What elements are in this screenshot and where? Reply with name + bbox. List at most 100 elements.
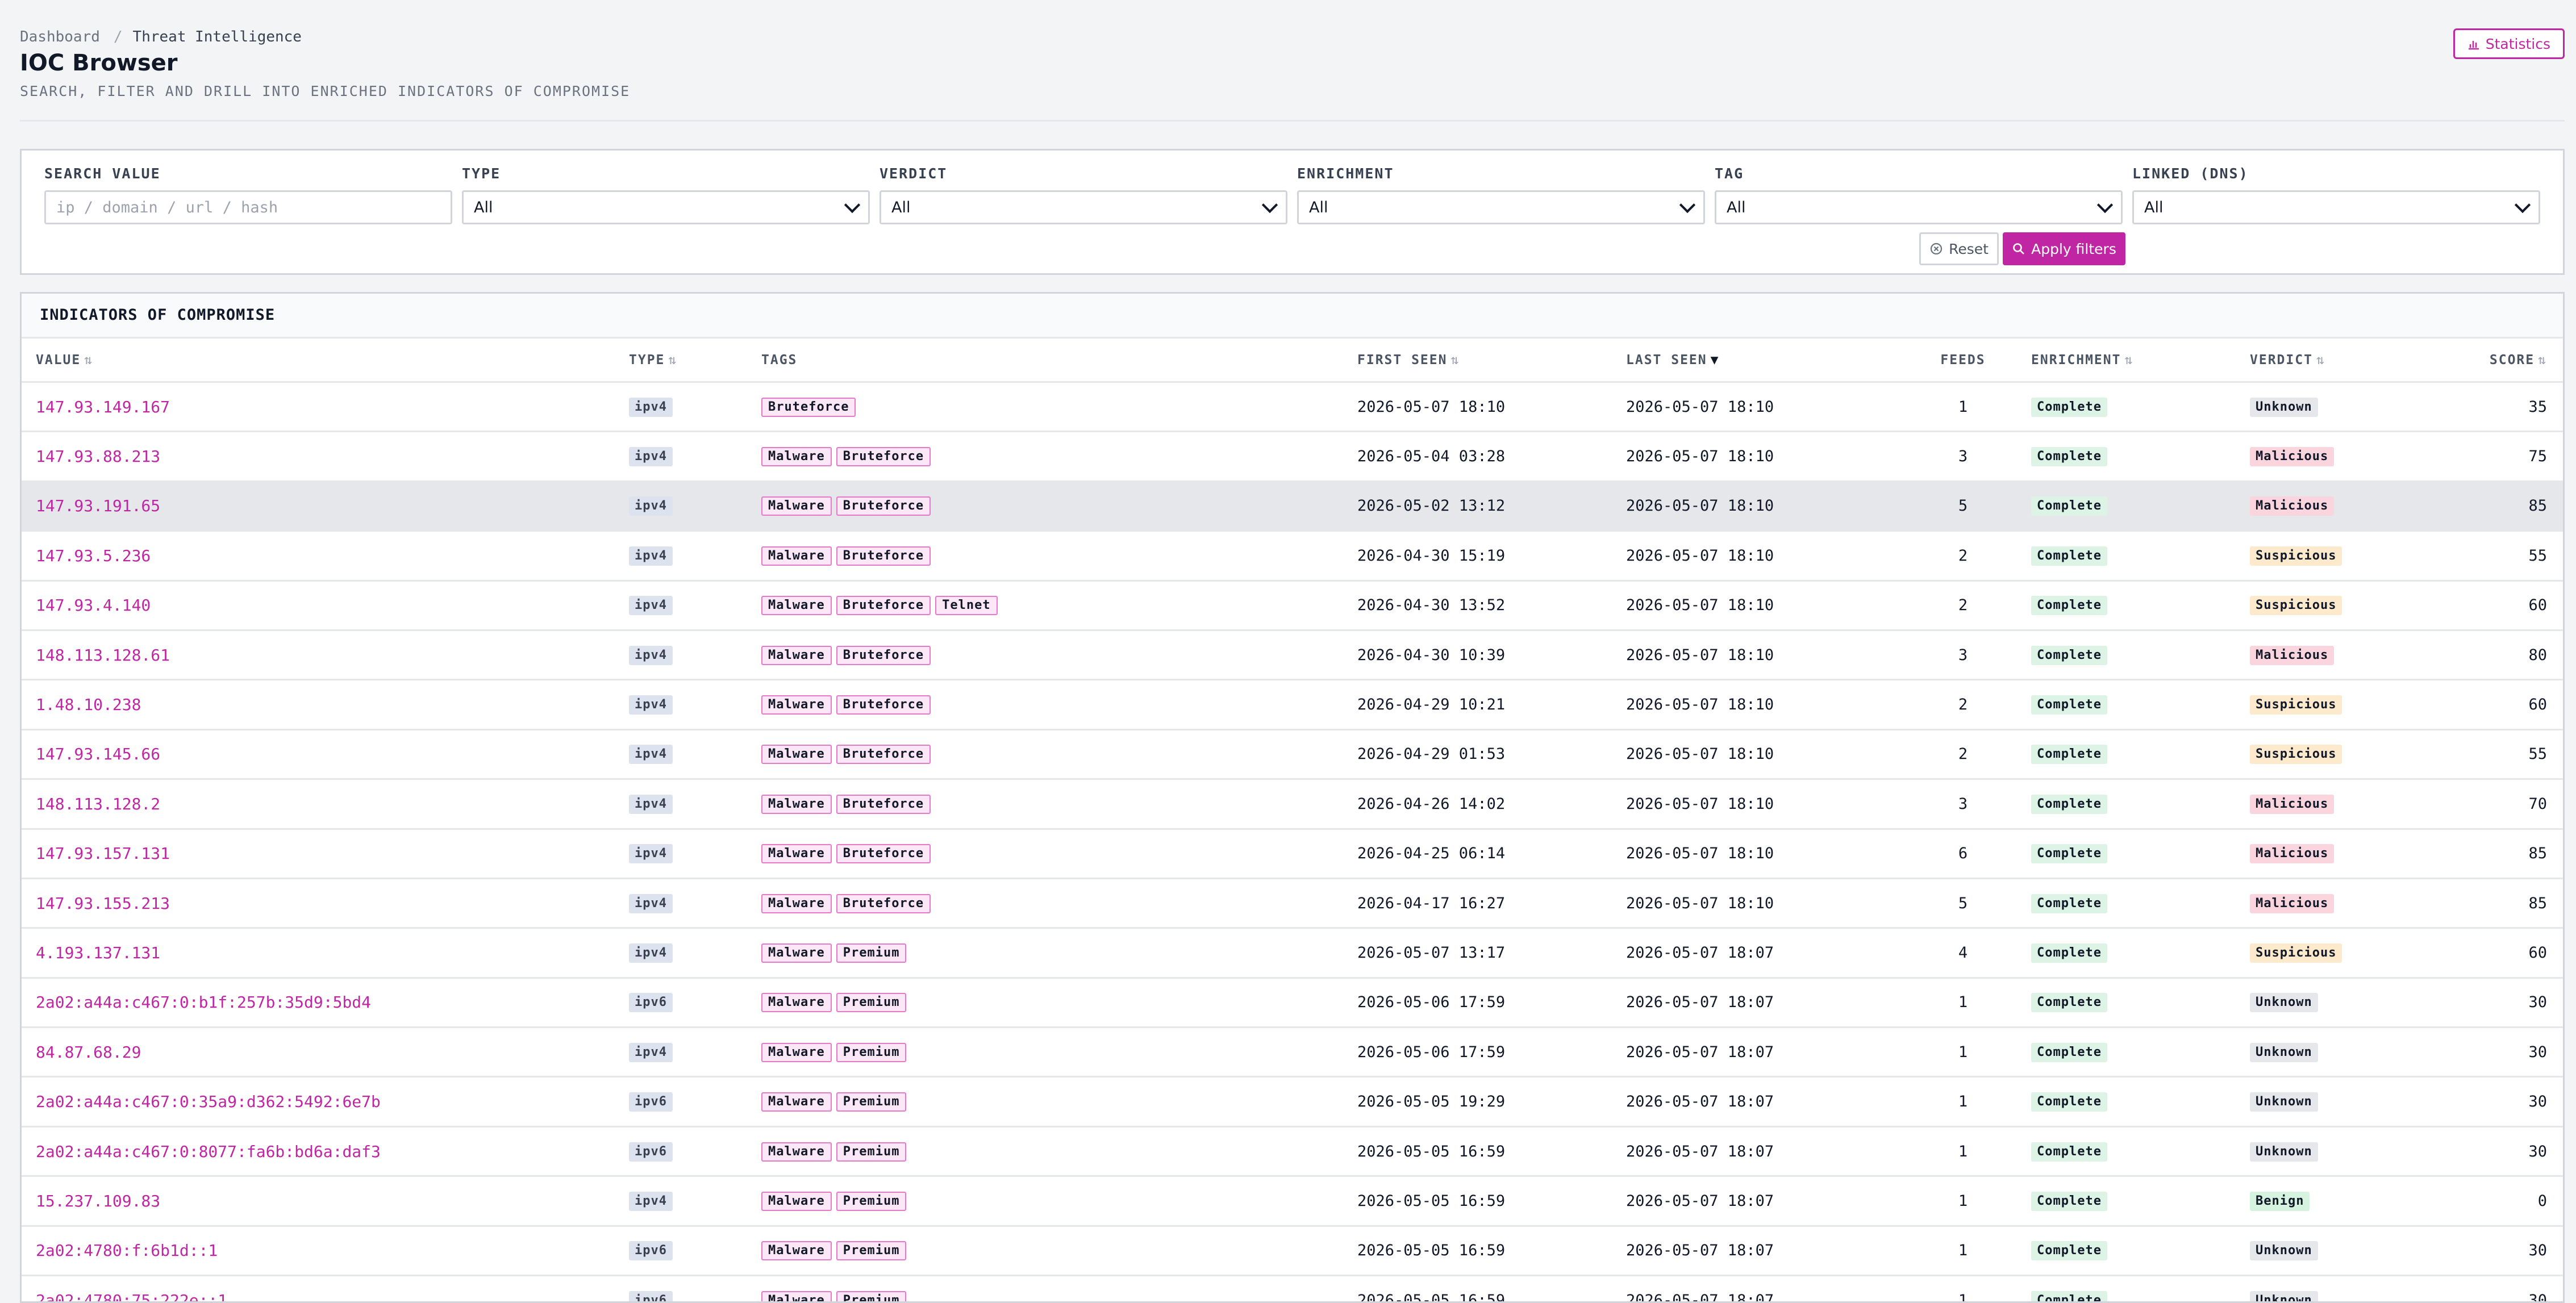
ioc-value-link[interactable]: 2a02:4780:f:6b1d::1	[36, 1241, 218, 1260]
tag-badge[interactable]: Bruteforce	[761, 398, 856, 417]
statistics-button[interactable]: Statistics	[2453, 28, 2565, 59]
ioc-value-link[interactable]: 148.113.128.61	[36, 646, 170, 665]
cell-verdict: Malicious	[2250, 779, 2460, 829]
cell-first-seen: 2026-04-29 01:53	[1357, 729, 1626, 779]
tag-badge[interactable]: Bruteforce	[836, 447, 931, 466]
tag-select[interactable]: All	[1715, 190, 2123, 224]
column-header-verdict[interactable]: VERDICT⇅	[2250, 339, 2460, 382]
ioc-value-link[interactable]: 2a02:a44a:c467:0:b1f:257b:35d9:5bd4	[36, 993, 371, 1012]
tag-badge[interactable]: Premium	[836, 1291, 907, 1303]
tag-badge[interactable]: Malware	[761, 1192, 832, 1211]
tag-badge[interactable]: Malware	[761, 1092, 832, 1112]
verdict-badge: Malicious	[2250, 894, 2334, 913]
ioc-value-link[interactable]: 2a02:4780:75:222e::1	[36, 1291, 227, 1303]
tag-badge[interactable]: Premium	[836, 943, 907, 963]
tag-badge[interactable]: Premium	[836, 993, 907, 1012]
enrichment-select[interactable]: All	[1297, 190, 1705, 224]
tag-badge[interactable]: Premium	[836, 1043, 907, 1062]
type-select[interactable]: All	[462, 190, 870, 224]
tag-badge[interactable]: Malware	[761, 795, 832, 814]
enrichment-badge: Complete	[2031, 943, 2107, 963]
tag-badge[interactable]: Malware	[761, 546, 832, 566]
tag-badge[interactable]: Bruteforce	[836, 695, 931, 715]
cell-value: 147.93.88.213	[22, 432, 629, 481]
tag-badge[interactable]: Malware	[761, 943, 832, 963]
tag-badge[interactable]: Malware	[761, 447, 832, 466]
ioc-value-link[interactable]: 4.193.137.131	[36, 943, 160, 962]
ioc-value-link[interactable]: 147.93.5.236	[36, 546, 151, 565]
tag-badge[interactable]: Bruteforce	[836, 596, 931, 615]
ioc-value-link[interactable]: 1.48.10.238	[36, 695, 141, 714]
tag-badge[interactable]: Malware	[761, 1043, 832, 1062]
tag-badge[interactable]: Premium	[836, 1142, 907, 1162]
tag-badge[interactable]: Malware	[761, 894, 832, 913]
tag-badge[interactable]: Bruteforce	[836, 646, 931, 665]
tag-badge[interactable]: Premium	[836, 1241, 907, 1260]
apply-filters-button[interactable]: Apply filters	[2003, 232, 2125, 265]
tag-badge[interactable]: Malware	[761, 844, 832, 863]
ioc-value-link[interactable]: 147.93.145.66	[36, 745, 160, 763]
tag-badge[interactable]: Bruteforce	[836, 496, 931, 516]
ioc-value-link[interactable]: 147.93.4.140	[36, 596, 151, 615]
ioc-value-link[interactable]: 147.93.149.167	[36, 398, 170, 416]
tag-badge[interactable]: Bruteforce	[836, 795, 931, 814]
tag-badge[interactable]: Malware	[761, 745, 832, 764]
tag-badge[interactable]: Bruteforce	[836, 745, 931, 764]
column-header-score[interactable]: SCORE⇅	[2460, 339, 2563, 382]
tag-badge[interactable]: Malware	[761, 646, 832, 665]
ioc-value-link[interactable]: 147.93.191.65	[36, 496, 160, 515]
ioc-value-link[interactable]: 15.237.109.83	[36, 1192, 160, 1210]
tag-badge[interactable]: Malware	[761, 596, 832, 615]
tag-badge[interactable]: Telnet	[935, 596, 997, 615]
column-header-first-seen[interactable]: FIRST SEEN⇅	[1357, 339, 1626, 382]
tag-badge[interactable]: Bruteforce	[836, 844, 931, 863]
ioc-value-link[interactable]: 2a02:a44a:c467:0:35a9:d362:5492:6e7b	[36, 1092, 381, 1111]
tag-badge[interactable]: Malware	[761, 993, 832, 1012]
column-header-type[interactable]: TYPE⇅	[629, 339, 761, 382]
tag-badge[interactable]: Premium	[836, 1192, 907, 1211]
reset-button[interactable]: Reset	[1919, 232, 1999, 265]
linked-select[interactable]: All	[2132, 190, 2540, 224]
ioc-value-link[interactable]: 147.93.155.213	[36, 894, 170, 913]
tag-badge[interactable]: Malware	[761, 1291, 832, 1303]
ioc-value-link[interactable]: 147.93.157.131	[36, 844, 170, 863]
tag-badge[interactable]: Malware	[761, 1241, 832, 1260]
tag-badge[interactable]: Bruteforce	[836, 546, 931, 566]
column-header-last-seen[interactable]: LAST SEEN▼	[1626, 339, 1895, 382]
column-header-enrichment[interactable]: ENRICHMENT⇅	[2031, 339, 2250, 382]
breadcrumb-dashboard[interactable]: Dashboard	[20, 28, 100, 45]
ioc-value-link[interactable]: 2a02:a44a:c467:0:8077:fa6b:bd6a:daf3	[36, 1142, 381, 1161]
tag-badge[interactable]: Malware	[761, 695, 832, 715]
verdict-select[interactable]: All	[879, 190, 1287, 224]
tag-badge[interactable]: Malware	[761, 496, 832, 516]
tag-badge[interactable]: Premium	[836, 1092, 907, 1112]
tag-badge[interactable]: Malware	[761, 1142, 832, 1162]
ioc-value-link[interactable]: 147.93.88.213	[36, 447, 160, 466]
ioc-value-link[interactable]: 148.113.128.2	[36, 795, 160, 813]
column-header-value[interactable]: VALUE⇅	[22, 339, 629, 382]
ioc-value-link[interactable]: 84.87.68.29	[36, 1043, 141, 1062]
sort-icon: ⇅	[668, 353, 677, 367]
search-input[interactable]: ip / domain / url / hash	[44, 190, 452, 224]
tag-badge[interactable]: Bruteforce	[836, 894, 931, 913]
